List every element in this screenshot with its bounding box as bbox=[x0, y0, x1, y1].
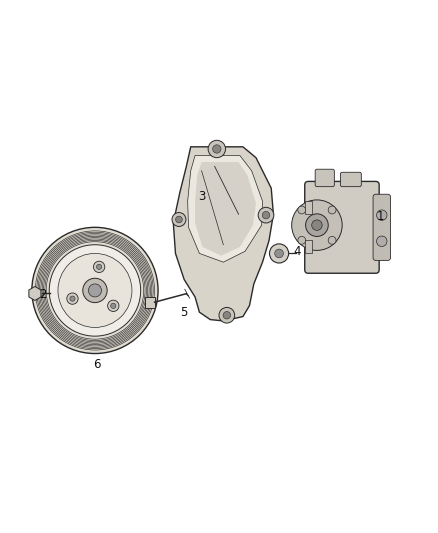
Circle shape bbox=[298, 206, 306, 214]
Circle shape bbox=[83, 278, 107, 303]
Circle shape bbox=[269, 244, 289, 263]
Circle shape bbox=[32, 228, 158, 353]
Circle shape bbox=[88, 284, 102, 297]
Circle shape bbox=[108, 300, 119, 311]
Circle shape bbox=[312, 220, 322, 230]
Polygon shape bbox=[305, 201, 312, 214]
Circle shape bbox=[49, 245, 141, 336]
FancyBboxPatch shape bbox=[373, 194, 391, 261]
Polygon shape bbox=[305, 240, 312, 254]
Circle shape bbox=[172, 213, 186, 227]
Polygon shape bbox=[29, 287, 41, 301]
Circle shape bbox=[58, 254, 132, 327]
Circle shape bbox=[306, 214, 328, 237]
Polygon shape bbox=[195, 162, 256, 256]
Circle shape bbox=[67, 293, 78, 304]
Text: 3: 3 bbox=[198, 190, 205, 204]
Circle shape bbox=[223, 311, 230, 319]
Polygon shape bbox=[187, 156, 262, 262]
Polygon shape bbox=[145, 296, 155, 308]
Circle shape bbox=[70, 296, 75, 301]
Circle shape bbox=[96, 264, 102, 270]
Circle shape bbox=[93, 261, 105, 272]
Text: 2: 2 bbox=[39, 288, 46, 301]
Circle shape bbox=[111, 303, 116, 309]
FancyBboxPatch shape bbox=[305, 181, 379, 273]
Circle shape bbox=[328, 237, 336, 244]
Circle shape bbox=[298, 237, 306, 244]
Circle shape bbox=[377, 236, 387, 246]
Text: 1: 1 bbox=[376, 210, 384, 223]
FancyBboxPatch shape bbox=[315, 169, 334, 187]
Circle shape bbox=[219, 308, 235, 323]
Circle shape bbox=[208, 140, 226, 158]
FancyBboxPatch shape bbox=[340, 172, 361, 187]
Circle shape bbox=[176, 216, 182, 223]
Circle shape bbox=[275, 249, 283, 258]
Text: 4: 4 bbox=[293, 245, 301, 258]
Text: 5: 5 bbox=[180, 306, 188, 319]
Circle shape bbox=[292, 200, 342, 251]
Circle shape bbox=[328, 206, 336, 214]
Circle shape bbox=[377, 210, 387, 220]
Circle shape bbox=[258, 207, 274, 223]
Circle shape bbox=[262, 212, 270, 219]
Text: 6: 6 bbox=[93, 358, 101, 371]
Circle shape bbox=[212, 145, 221, 153]
Polygon shape bbox=[173, 147, 273, 321]
